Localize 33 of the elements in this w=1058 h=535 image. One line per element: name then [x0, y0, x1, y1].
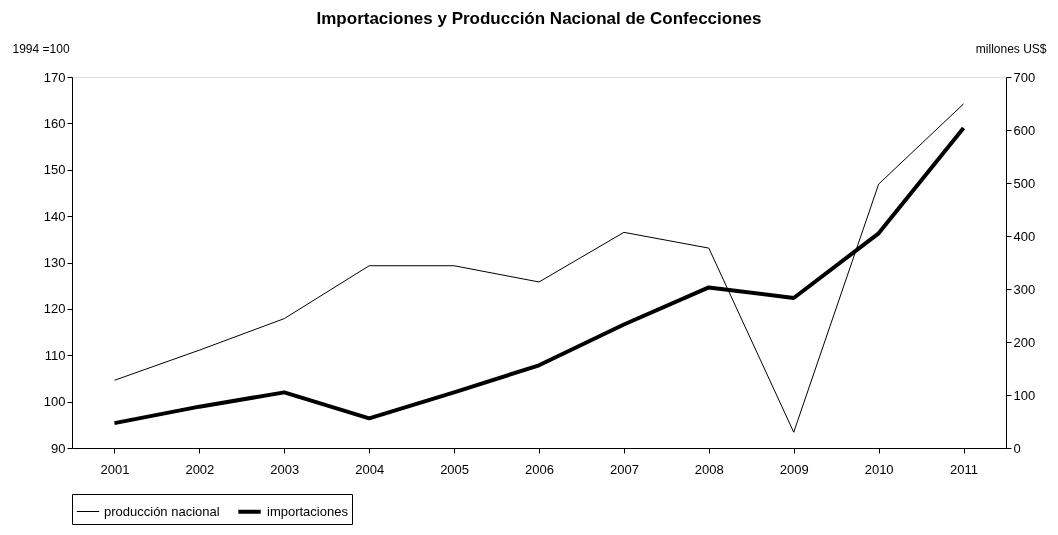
- y-tick-label: 90: [51, 440, 66, 456]
- x-tick-label: 2004: [355, 461, 385, 477]
- y-tick-label: 170: [43, 69, 66, 85]
- y-tick-label: 140: [43, 208, 66, 224]
- y2-tick-label: 200: [1013, 334, 1036, 350]
- y2-tick-label: 100: [1013, 387, 1036, 403]
- y2-tick-label: 300: [1013, 281, 1036, 297]
- x-tick-label: 2010: [864, 461, 894, 477]
- y-tick-label: 150: [43, 162, 66, 178]
- y2-axis-title: millones US$: [975, 41, 1047, 56]
- chart-title: Importaciones y Producción Nacional de Confecciones: [316, 9, 762, 28]
- x-tick-label: 2008: [694, 461, 724, 477]
- y2-tick-label: 500: [1013, 175, 1036, 191]
- x-tick-label: 2001: [100, 461, 130, 477]
- y-axis-title: 1994 =100: [12, 41, 70, 56]
- x-tick-label: 2007: [609, 461, 639, 477]
- y2-tick-label: 0: [1013, 440, 1021, 456]
- y-tick-label: 120: [43, 301, 66, 317]
- y-tick-label: 110: [44, 347, 66, 363]
- y-tick-label: 130: [43, 255, 66, 270]
- x-tick-label: 2005: [440, 461, 470, 477]
- y2-tick-label: 400: [1013, 228, 1036, 244]
- x-tick-label: 2006: [525, 461, 554, 477]
- y2-tick-label: 700: [1013, 69, 1036, 85]
- x-tick-label: 2011: [950, 461, 979, 477]
- x-tick-label: 2009: [779, 461, 809, 477]
- y2-tick-label: 600: [1013, 122, 1036, 138]
- x-tick-label: 2002: [185, 461, 215, 477]
- x-tick-label: 2003: [270, 461, 300, 477]
- legend-label: producción nacional: [104, 503, 220, 519]
- y-tick-label: 100: [43, 394, 66, 410]
- legend-label: importaciones: [267, 503, 349, 519]
- y-tick-label: 160: [43, 115, 66, 131]
